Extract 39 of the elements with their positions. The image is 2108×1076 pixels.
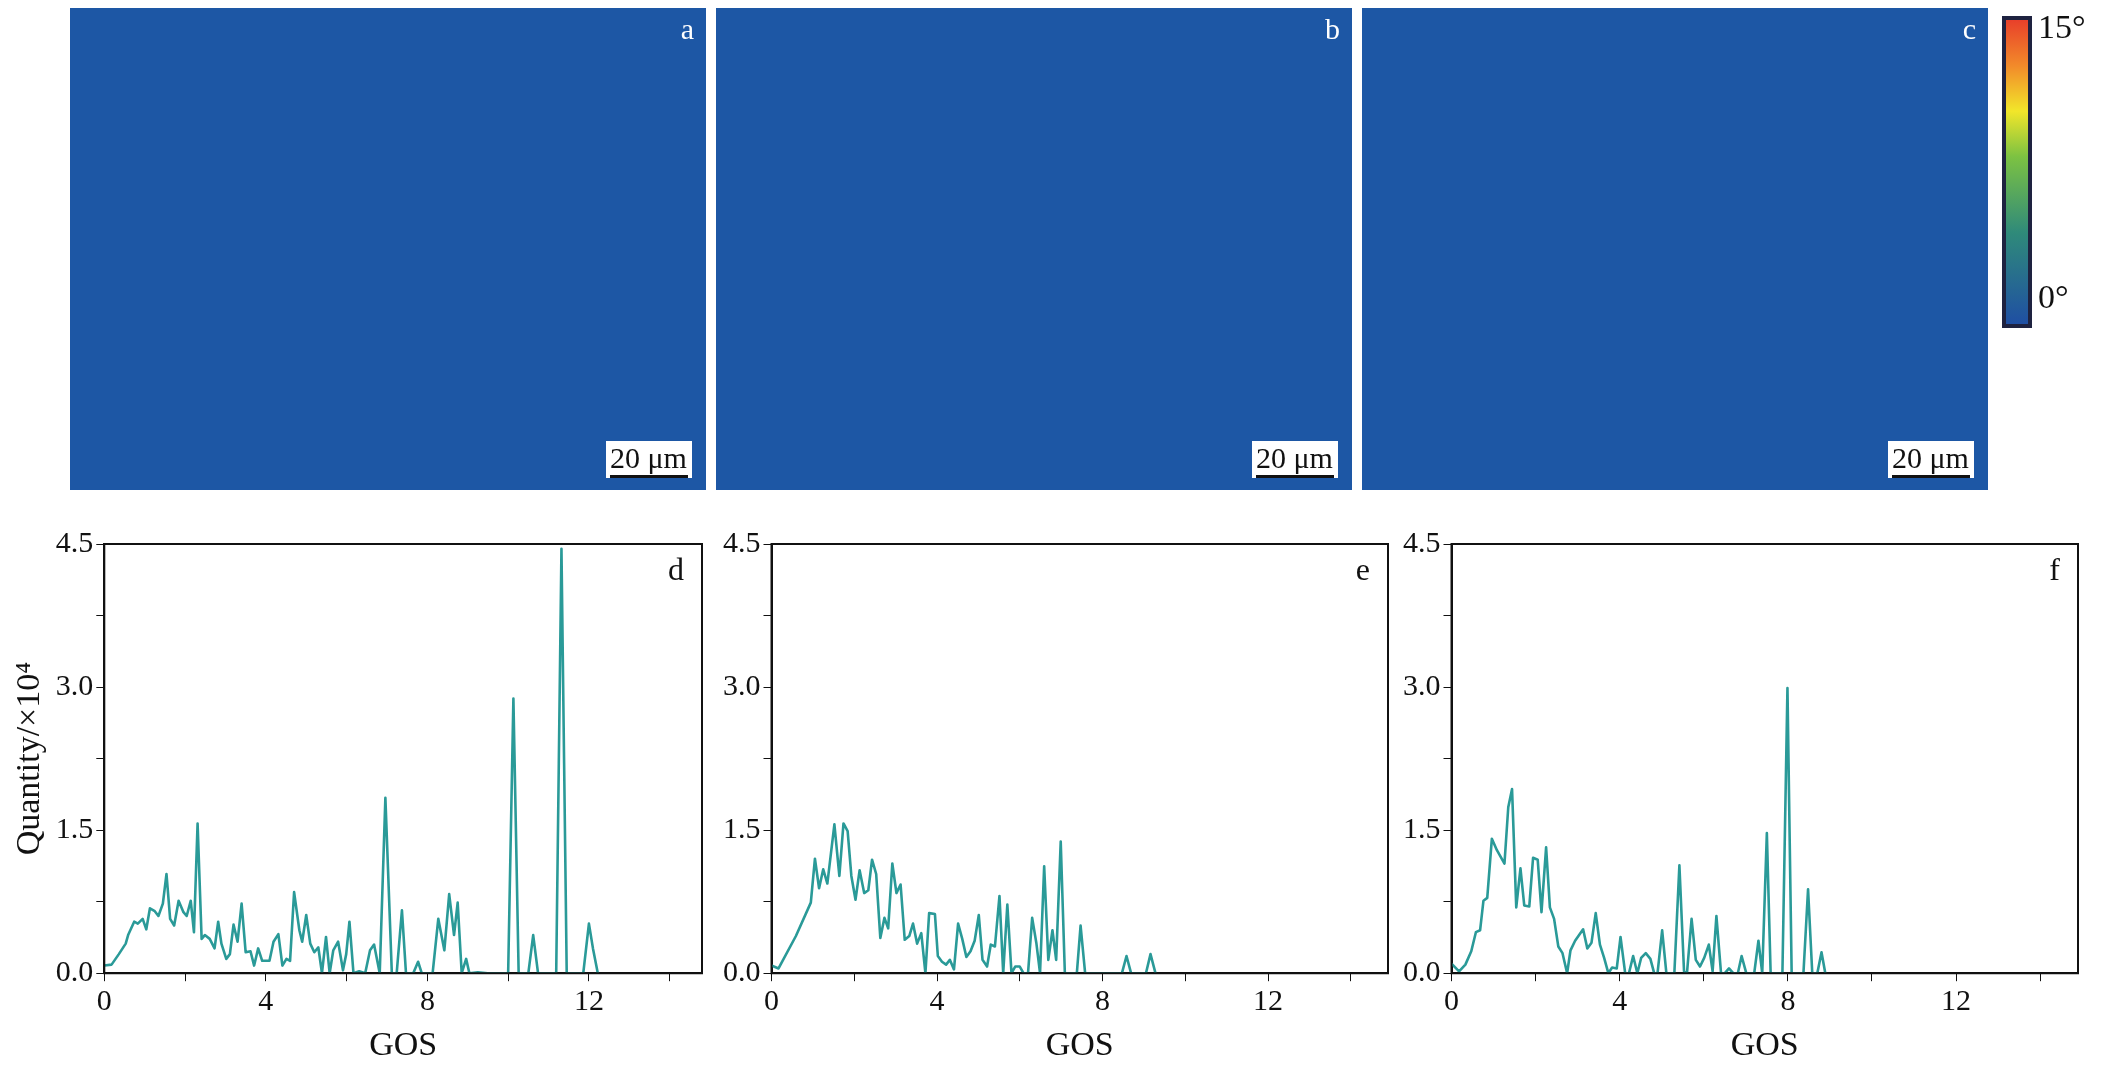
y-axis-title: Quantity/×10⁴ [9,661,47,856]
text: c [1962,12,1976,46]
x-tick-label: 4 [258,983,274,1017]
text: 20 μm [1256,441,1333,474]
y-tick-label: 1.5 [723,811,761,845]
text: 15° [2038,8,2086,46]
x-tick-label: 4 [929,983,945,1017]
y-tick-label: 0.0 [1403,954,1441,988]
x-tick-label: 12 [573,983,604,1017]
annotation: e [1355,551,1370,588]
text: 20 μm [1892,441,1969,474]
y-tick-label: 1.5 [55,811,94,845]
x-tick-label: 8 [1095,983,1111,1017]
text: a [680,12,694,46]
x-tick-label: 0 [1444,983,1459,1017]
y-tick-label: 4.5 [723,524,761,558]
annotation: f [2049,551,2061,588]
x-tick-label: 8 [1780,983,1796,1017]
y-tick-label: 4.5 [55,524,94,558]
annotation: d [668,551,684,588]
y-tick-label: 3.0 [55,667,94,701]
y-tick-label: 0.0 [723,954,761,988]
y-tick-label: 1.5 [1403,811,1441,845]
text: 0° [2038,278,2069,316]
x-tick-label: 12 [1941,983,1972,1017]
x-tick-label: 0 [764,983,779,1017]
x-tick-label: 8 [419,983,435,1017]
x-tick-label: 12 [1253,983,1284,1017]
y-tick-label: 3.0 [723,667,761,701]
y-tick-label: 0.0 [55,954,94,988]
text: 20 μm [610,441,687,474]
x-tick-label: 4 [1612,983,1628,1017]
text: b [1325,12,1340,46]
x-axis-title: GOS [1730,1024,1799,1062]
x-axis-title: GOS [1045,1024,1114,1062]
x-tick-label: 0 [96,983,112,1017]
y-tick-label: 4.5 [1403,524,1441,558]
y-tick-label: 3.0 [1403,667,1441,701]
x-axis-title: GOS [369,1024,438,1062]
